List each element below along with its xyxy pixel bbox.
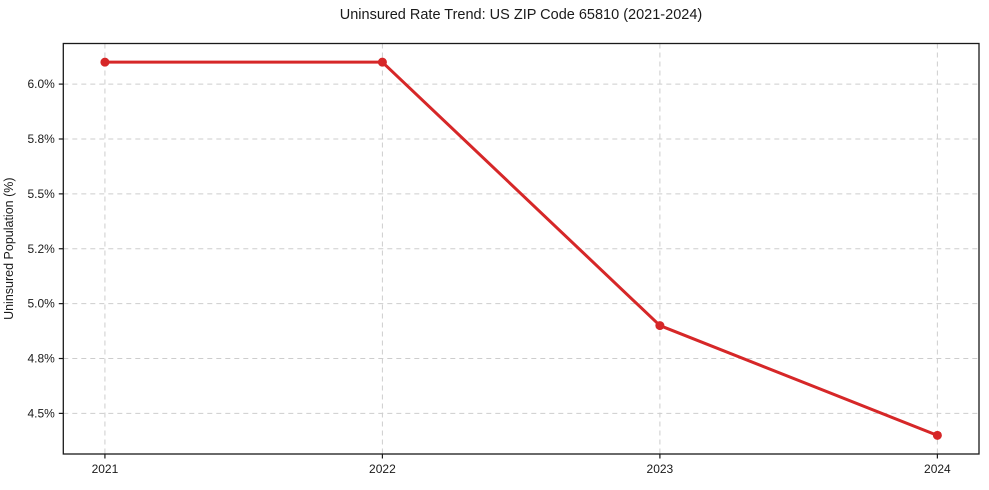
axes-layer (58, 42, 980, 459)
y-axis-label: Uninsured Population (%) (2, 177, 16, 319)
y-tick-label: 6.0% (27, 77, 55, 91)
y-tick-label: 5.2% (27, 242, 55, 256)
x-tick-label: 2022 (369, 462, 396, 476)
y-tick-label: 5.8% (27, 132, 55, 146)
x-tick-label: 2023 (647, 462, 674, 476)
x-tick-label: 2021 (92, 462, 119, 476)
series-layer (100, 57, 942, 440)
data-point-marker (655, 321, 665, 331)
y-tick-label: 5.0% (27, 297, 55, 311)
data-point-marker (932, 430, 942, 440)
x-tick-label: 2024 (924, 462, 951, 476)
y-tick-label: 4.8% (27, 352, 55, 366)
y-tick-label: 5.5% (27, 187, 55, 201)
y-tick-label: 4.5% (27, 406, 55, 420)
trend-line (103, 60, 939, 437)
data-point-marker (100, 57, 110, 67)
gridlines-layer (63, 43, 979, 454)
tick-labels-layer: 2021 2022 2023 2024 4.5% 4.8% 5.0% 5.2% 5.5% 5.8%… (27, 77, 951, 476)
chart-title: Uninsured Rate Trend: US ZIP Code 65810 … (340, 7, 702, 23)
data-point-marker (377, 57, 387, 67)
